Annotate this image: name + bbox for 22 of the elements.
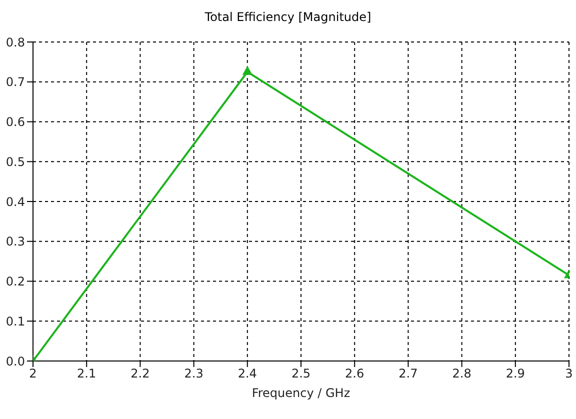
y-tick-label: 0.2: [6, 274, 25, 289]
x-tick-label: 2.4: [238, 366, 257, 381]
y-tick-label: 0.0: [6, 354, 25, 368]
x-tick-label: 2: [29, 366, 37, 381]
x-axis-title: Frequency / GHz: [252, 386, 350, 400]
y-tick-label: 0.1: [6, 314, 25, 328]
x-tick-label: 2.8: [452, 366, 472, 381]
x-tick-label: 2.2: [130, 366, 150, 381]
y-tick-label: 0.4: [6, 194, 25, 209]
y-tick-label: 0.3: [6, 234, 25, 249]
x-tick-label: 3: [565, 366, 573, 381]
x-tick-label: 2.1: [77, 366, 96, 381]
y-tick-label: 0.6: [6, 115, 25, 130]
x-tick-label: 2.3: [184, 366, 204, 381]
chart-title: Total Efficiency [Magnitude]: [204, 10, 372, 24]
x-tick-label: 2.7: [398, 366, 418, 381]
x-tick-label: 2.6: [345, 366, 364, 381]
x-tick-label: 2.9: [506, 366, 525, 381]
x-tick-label: 2.5: [291, 366, 311, 381]
y-tick-label: 0.7: [6, 75, 25, 90]
y-tick-label: 0.5: [6, 154, 25, 169]
y-tick-label: 0.8: [6, 35, 25, 50]
